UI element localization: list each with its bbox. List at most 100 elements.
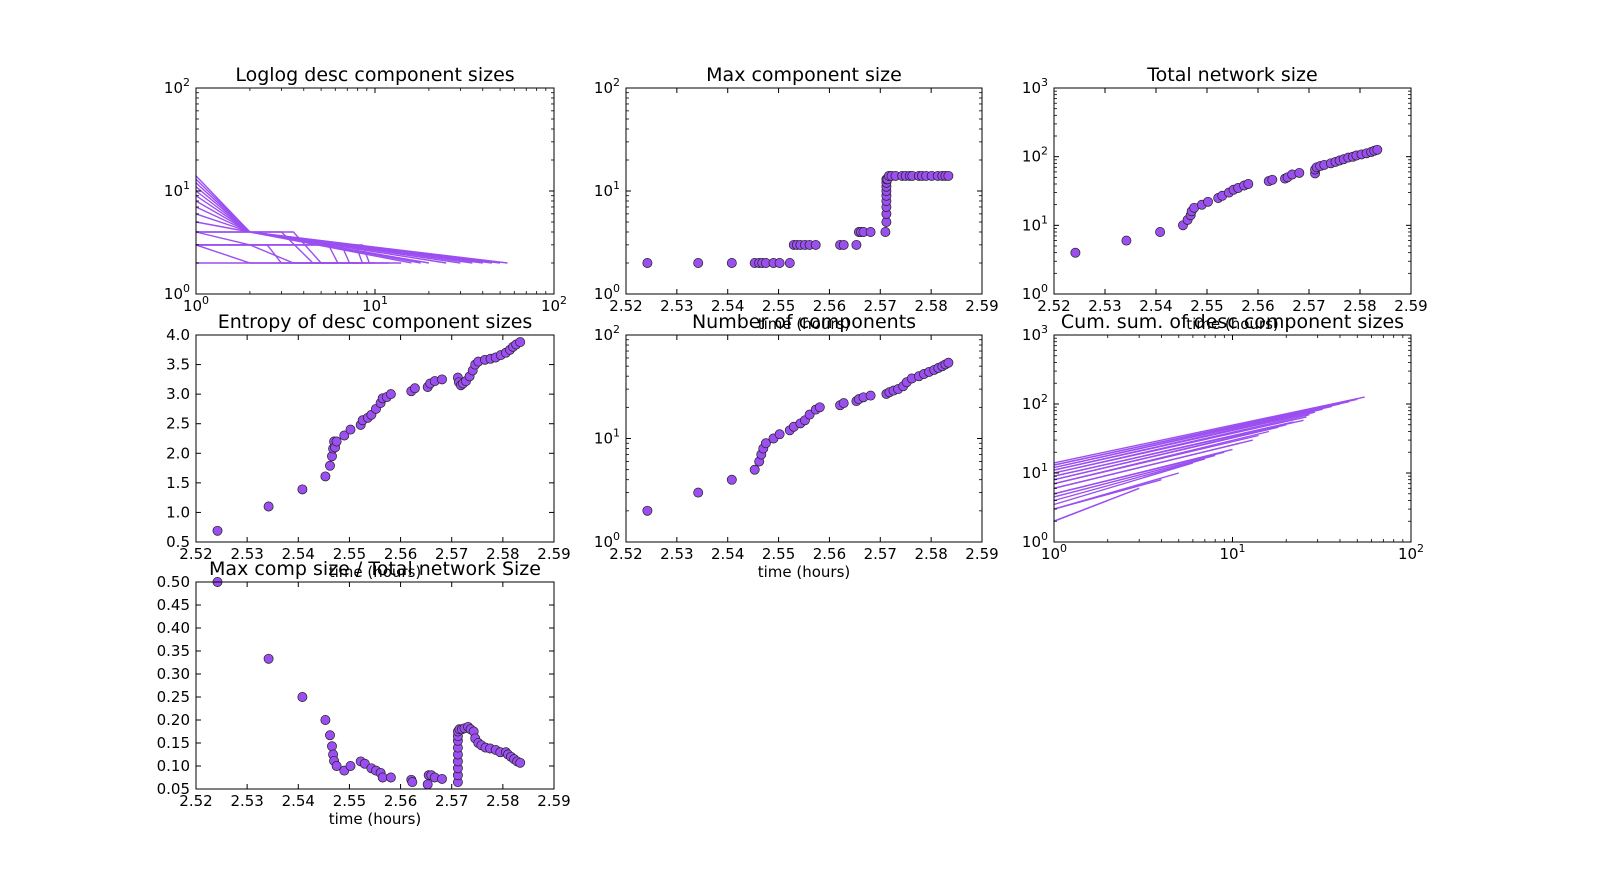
series-line bbox=[1053, 499, 1108, 522]
tick-label: 100 bbox=[594, 282, 620, 303]
tick-label-base: 2.59 bbox=[1394, 297, 1427, 315]
series-line bbox=[1053, 462, 1194, 506]
tick-label: 2.0 bbox=[166, 444, 190, 462]
tick-label: 2.56 bbox=[813, 297, 846, 315]
tick-label-base: 2.55 bbox=[1190, 297, 1223, 315]
tick-label: 2.54 bbox=[711, 297, 744, 315]
tick-label-base: 2.52 bbox=[179, 792, 212, 810]
data-point bbox=[774, 258, 785, 268]
tick-label-base: 2.53 bbox=[230, 545, 263, 563]
tick-label: 101 bbox=[1022, 461, 1048, 482]
tick-label-exponent: 2 bbox=[613, 323, 620, 336]
tick-label-exponent: 1 bbox=[1041, 461, 1048, 474]
tick-label-base: 10 bbox=[362, 297, 381, 315]
series-line bbox=[1053, 458, 1206, 502]
data-point bbox=[263, 653, 274, 664]
tick-label-base: 10 bbox=[1022, 79, 1041, 97]
tick-label-base: 10 bbox=[594, 182, 613, 200]
tick-label-base: 10 bbox=[594, 533, 613, 551]
data-point bbox=[1203, 196, 1213, 207]
tick-label-exponent: 1 bbox=[183, 179, 190, 192]
tick-label: 2.59 bbox=[1394, 297, 1427, 315]
subplot-p2: 2.52 2.53 2.54 2.55 2.56 2.57 2.58 2.5910010110… bbox=[594, 64, 999, 333]
tick-label: 2.54 bbox=[282, 792, 315, 810]
data-point bbox=[642, 505, 653, 516]
data-point bbox=[320, 715, 331, 725]
tick-label: 100 bbox=[164, 282, 190, 303]
data-point bbox=[327, 741, 337, 752]
data-point bbox=[422, 779, 433, 790]
series-line bbox=[1053, 442, 1241, 489]
tick-label: 102 bbox=[594, 323, 620, 344]
axes-frame bbox=[195, 581, 555, 790]
tick-label-base: 10 bbox=[1022, 395, 1041, 413]
tick-label-base: 2.59 bbox=[537, 792, 570, 810]
tick-label-exponent: 0 bbox=[1060, 542, 1067, 555]
tick-label: 103 bbox=[1022, 76, 1048, 97]
tick-label-exponent: 2 bbox=[183, 76, 190, 89]
data-point bbox=[515, 757, 526, 768]
x-axis-label: time (hours) bbox=[329, 810, 422, 828]
tick-label-base: 0.35 bbox=[157, 642, 190, 660]
tick-label-base: 10 bbox=[594, 285, 613, 303]
tick-label-base: 2.54 bbox=[282, 792, 315, 810]
subplot-p7: 2.52 2.53 2.54 2.55 2.56 2.57 2.58 2.59 0.05 0.10… bbox=[157, 558, 571, 828]
tick-label-base: 2.54 bbox=[711, 297, 744, 315]
tick-label: 2.55 bbox=[333, 545, 366, 563]
data-point bbox=[1294, 167, 1305, 178]
tick-label-base: 10 bbox=[594, 326, 613, 344]
data-point bbox=[814, 402, 825, 413]
data-point bbox=[339, 430, 350, 441]
data-point bbox=[331, 436, 342, 447]
data-point bbox=[865, 227, 876, 237]
tick-label: 2.59 bbox=[537, 545, 570, 563]
data-point bbox=[297, 484, 308, 495]
tick-label: 2.57 bbox=[435, 792, 468, 810]
data-point bbox=[515, 337, 526, 348]
data-point bbox=[331, 761, 342, 771]
tick-label-base: 2.59 bbox=[965, 545, 998, 563]
tick-label-exponent: 1 bbox=[613, 427, 620, 440]
tick-label: 102 bbox=[1398, 542, 1424, 563]
tick-label: 2.58 bbox=[1343, 297, 1376, 315]
tick-label: 101 bbox=[1219, 542, 1245, 563]
tick-label: 0.20 bbox=[157, 711, 190, 729]
plot-data bbox=[195, 175, 508, 264]
tick-label: 101 bbox=[594, 427, 620, 448]
tick-label: 2.54 bbox=[282, 545, 315, 563]
tick-label-base: 10 bbox=[1022, 326, 1041, 344]
subplot-p5: 2.52 2.53 2.54 2.55 2.56 2.57 2.58 2.5910010110… bbox=[594, 311, 999, 581]
tick-label: 0.45 bbox=[157, 596, 190, 614]
data-point bbox=[345, 424, 356, 435]
tick-label: 102 bbox=[1022, 392, 1048, 413]
tick-label-exponent: 2 bbox=[1417, 542, 1424, 555]
tick-label: 2.52 bbox=[179, 792, 212, 810]
tick-label: 2.57 bbox=[864, 545, 897, 563]
tick-label: 2.55 bbox=[762, 545, 795, 563]
subplot-title: Max component size bbox=[706, 64, 902, 86]
data-point bbox=[784, 258, 795, 268]
tick-label-base: 10 bbox=[594, 79, 613, 97]
tick-label: 101 bbox=[1022, 213, 1048, 234]
tick-label-base: 2.5 bbox=[166, 415, 190, 433]
tick-label-base: 1.5 bbox=[166, 474, 190, 492]
data-point bbox=[838, 398, 849, 409]
tick-label: 102 bbox=[594, 76, 620, 97]
data-point bbox=[1243, 179, 1254, 189]
tick-label: 2.54 bbox=[711, 545, 744, 563]
subplot-title: Entropy of desc component sizes bbox=[218, 311, 533, 333]
tick-label-base: 0.25 bbox=[157, 688, 190, 706]
data-point bbox=[838, 239, 849, 250]
data-point bbox=[865, 390, 876, 401]
tick-label: 0.25 bbox=[157, 688, 190, 706]
tick-label-base: 3.5 bbox=[166, 356, 190, 374]
tick-label-exponent: 3 bbox=[1041, 323, 1048, 336]
tick-label-base: 2.58 bbox=[914, 297, 947, 315]
data-point bbox=[385, 389, 396, 400]
data-point bbox=[437, 773, 447, 784]
tick-label: 101 bbox=[594, 179, 620, 200]
tick-label-exponent: 1 bbox=[381, 294, 388, 307]
tick-label: 2.58 bbox=[914, 297, 947, 315]
tick-label-base: 0.45 bbox=[157, 596, 190, 614]
